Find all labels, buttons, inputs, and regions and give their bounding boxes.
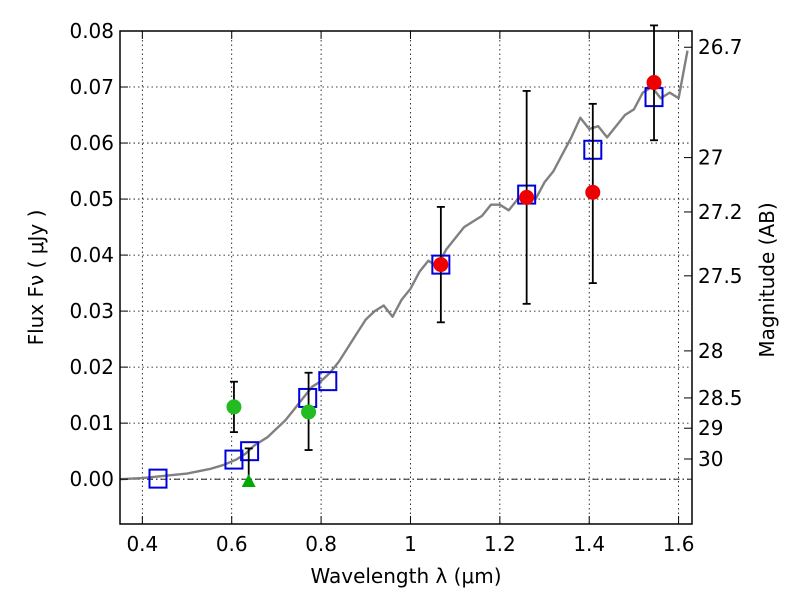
x-tick-label: 1.4 [573, 532, 605, 556]
x-tick-label: 1 [404, 532, 417, 556]
right-axis-label: Magnitude (AB) [755, 202, 779, 357]
mag-tick-label: 26.7 [698, 35, 743, 59]
y-tick-label: 0.06 [69, 131, 114, 155]
y-tick-label: 0.08 [69, 19, 114, 43]
mag-tick-label: 30 [698, 447, 723, 471]
mag-tick-label: 27 [698, 146, 723, 170]
mag-tick-label: 28 [698, 339, 723, 363]
model-sed-layer [119, 50, 689, 481]
data-points-layer [148, 24, 664, 489]
photometry-point [433, 257, 449, 273]
upper-limit-point [241, 473, 256, 487]
y-tick-label: 0.03 [69, 299, 114, 323]
photometry-point [646, 75, 662, 91]
mag-tick-label: 27.5 [698, 264, 743, 288]
photometry-point [301, 404, 317, 420]
y-tick-label: 0.02 [69, 355, 114, 379]
model-band-square [148, 468, 168, 489]
mag-tick-label: 27.2 [698, 200, 743, 224]
photometry-point [226, 399, 242, 415]
y-tick-label: 0.01 [69, 411, 114, 435]
x-tick-label: 1.6 [663, 532, 695, 556]
grid [120, 30, 692, 524]
y-tick-label: 0.07 [69, 75, 114, 99]
photometry-point [585, 184, 601, 200]
model-sed-line [119, 50, 689, 481]
x-axis-label: Wavelength λ (μm) [310, 564, 501, 588]
model-band-square [318, 371, 338, 392]
y-tick-label: 0.00 [69, 467, 114, 491]
x-tick-label: 0.8 [305, 532, 337, 556]
y-tick-label: 0.04 [69, 243, 114, 267]
x-tick-label: 0.6 [216, 532, 248, 556]
mag-tick-label: 29 [698, 416, 723, 440]
tick-labels-layer: 0.4 0.6 0.8 1 1.2 1.4 1.6 0.00 0.01 0.02 0.03 0.04 0… [69, 19, 742, 556]
x-tick-label: 0.4 [126, 532, 158, 556]
y-axis-label: Flux Fν ( μJy ) [24, 210, 48, 346]
x-tick-label: 1.2 [484, 532, 516, 556]
plot-frame [119, 30, 693, 525]
y-tick-label: 0.05 [69, 187, 114, 211]
mag-tick-label: 28.5 [698, 386, 743, 410]
photometry-point [519, 189, 535, 205]
